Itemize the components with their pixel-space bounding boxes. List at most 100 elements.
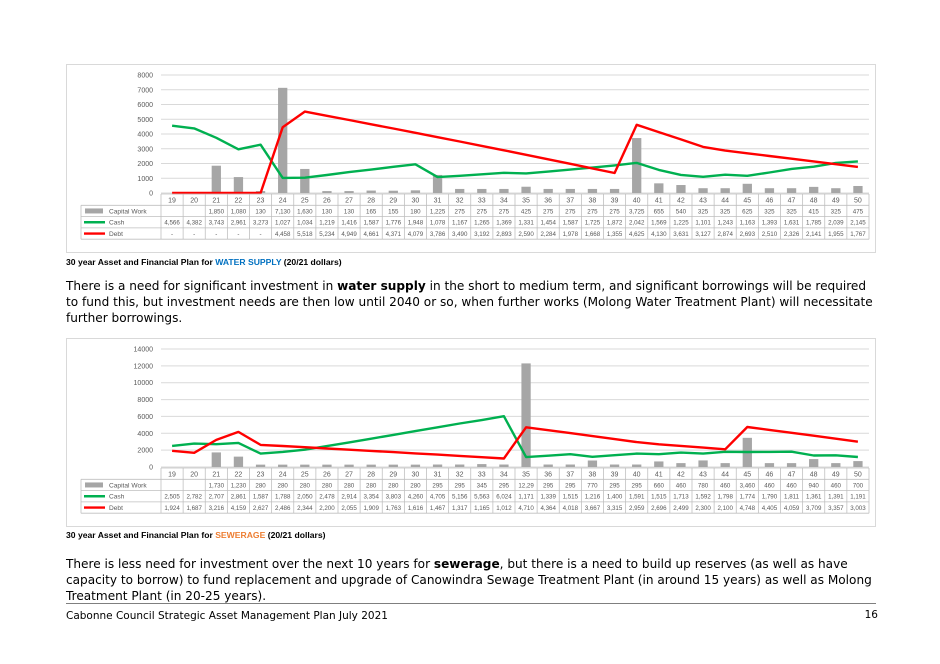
table-value: 275 — [609, 208, 620, 215]
bar — [233, 177, 244, 193]
table-value: 3,354 — [363, 494, 379, 501]
bar — [587, 460, 598, 467]
table-value: 1,630 — [297, 208, 313, 215]
bar — [698, 460, 708, 467]
table-value: 1,331 — [518, 220, 534, 227]
x-category-label: 34 — [500, 197, 508, 204]
table-value: 3,127 — [695, 231, 711, 238]
table-value: 4,260 — [408, 494, 424, 501]
table-value: 4,748 — [740, 505, 756, 512]
table-value: 2,145 — [850, 220, 866, 227]
series-line-debt — [171, 425, 859, 460]
table-value: 2,326 — [784, 231, 800, 238]
table-value: 1,167 — [452, 220, 468, 227]
table-value: 2,486 — [275, 505, 291, 512]
caption-highlight: SEWERAGE — [215, 530, 266, 540]
x-category-label: 22 — [235, 197, 243, 204]
bar — [853, 185, 863, 193]
x-category-label: 49 — [832, 471, 840, 478]
table-value: 4,625 — [629, 231, 645, 238]
table-value: 280 — [366, 482, 377, 489]
table-value: 295 — [499, 482, 510, 489]
x-category-label: 32 — [456, 471, 464, 478]
table-value: 2,344 — [297, 505, 313, 512]
bar — [742, 183, 752, 193]
bar — [609, 464, 620, 467]
bar — [278, 87, 288, 193]
bar — [499, 188, 509, 193]
table-value: 4,458 — [275, 231, 291, 238]
table-value: 1,978 — [563, 231, 579, 238]
table-value: 1,454 — [540, 220, 556, 227]
water-supply-paragraph: There is a need for significant investme… — [66, 278, 876, 326]
table-value: 2,499 — [673, 505, 689, 512]
bar — [255, 464, 266, 467]
x-category-label: 28 — [367, 471, 375, 478]
table-value: 3,357 — [828, 505, 844, 512]
y-tick-label: 7000 — [137, 87, 153, 94]
bar — [676, 185, 686, 193]
table-value: 280 — [278, 482, 289, 489]
table-value: 2,590 — [518, 231, 534, 238]
water-supply-chart-svg: 0 1000 2000 3000 4000 5000 6000 7000 8000 19 20 21 2… — [80, 73, 870, 240]
x-category-label: 41 — [655, 471, 663, 478]
table-value: 2,696 — [651, 505, 667, 512]
table-value: 3,490 — [452, 231, 468, 238]
table-value: 3,786 — [430, 231, 446, 238]
legend-key-bar — [85, 482, 103, 488]
x-category-label: 35 — [522, 471, 530, 478]
table-value: 325 — [698, 208, 709, 215]
bar — [366, 190, 376, 193]
table-value: 1,078 — [430, 220, 446, 227]
table-value: - — [237, 231, 239, 238]
table-value: 1,774 — [740, 494, 756, 501]
table-value: 2,782 — [186, 494, 202, 501]
table-value: 325 — [831, 208, 842, 215]
table-value: 1,730 — [209, 482, 225, 489]
table-value: 7,130 — [275, 208, 291, 215]
table-value: 4,949 — [341, 231, 357, 238]
table-value: 280 — [388, 482, 399, 489]
table-value: 2,050 — [297, 494, 313, 501]
table-value: 1,616 — [408, 505, 424, 512]
x-category-label: 50 — [854, 197, 862, 204]
table-value: 2,141 — [806, 231, 822, 238]
y-tick-label: 0 — [149, 465, 153, 472]
bar — [300, 168, 310, 193]
table-value: 165 — [366, 208, 377, 215]
table-value: 295 — [632, 482, 643, 489]
table-value: 655 — [654, 208, 665, 215]
bar — [676, 463, 686, 467]
table-value: 3,743 — [209, 220, 225, 227]
x-category-label: 40 — [633, 197, 641, 204]
table-value: 2,284 — [540, 231, 556, 238]
x-category-label: 21 — [212, 471, 220, 478]
x-category-label: 23 — [257, 471, 265, 478]
table-value: 2,914 — [341, 494, 357, 501]
table-value: 1,713 — [673, 494, 689, 501]
table-value: 1,587 — [253, 494, 269, 501]
table-value: 1,948 — [408, 220, 424, 227]
caption-highlight: WATER SUPPLY — [215, 257, 282, 267]
legend-key-bar — [85, 208, 103, 214]
caption-suffix: (20/21 dollars) — [281, 257, 342, 267]
x-category-label: 22 — [235, 471, 243, 478]
bar — [278, 464, 288, 467]
x-category-label: 43 — [699, 197, 707, 204]
table-value: 1,467 — [430, 505, 446, 512]
x-category-label: 29 — [389, 471, 397, 478]
para-bold: sewerage — [433, 557, 500, 571]
x-category-label: 35 — [522, 197, 530, 204]
bar — [786, 463, 797, 467]
y-tick-label: 4000 — [137, 132, 153, 139]
bar — [543, 464, 553, 467]
sewerage-paragraph: There is less need for investment over t… — [66, 556, 876, 604]
legend-label: Capital Work — [109, 208, 147, 215]
footer-text: Cabonne Council Strategic Asset Manageme… — [66, 610, 388, 622]
table-value: 2,707 — [209, 494, 225, 501]
table-value: 325 — [720, 208, 731, 215]
table-value: 2,693 — [740, 231, 756, 238]
x-category-label: 39 — [611, 471, 619, 478]
caption-suffix: (20/21 dollars) — [265, 530, 326, 540]
table-value: 1,243 — [717, 220, 733, 227]
